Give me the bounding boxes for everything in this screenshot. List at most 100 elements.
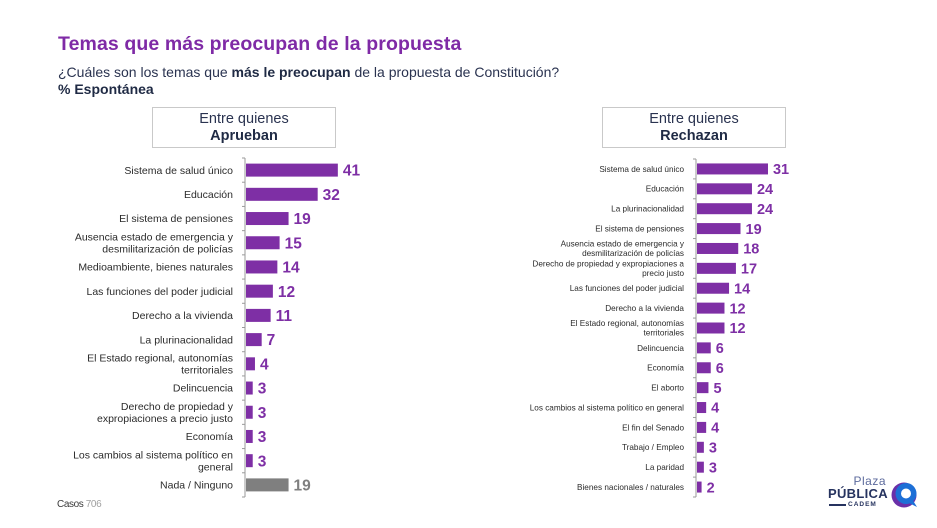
bar [246,478,289,492]
logo-underline [829,504,846,506]
bar [697,382,709,394]
bar [697,183,752,195]
category-label: Derecho a la vivienda [605,304,684,313]
sample-size: Casos 706 [57,499,102,510]
bar-value-label: 19 [746,222,762,238]
category-label: Sistema de salud único [124,165,233,177]
bar [697,461,704,473]
logo-text-publica: PÚBLICA [828,486,888,501]
bar-value-label: 24 [757,182,773,198]
category-label-line: desmilitarización de policías [102,243,233,255]
category-label: El sistema de pensiones [595,224,684,233]
category-label: Los cambios al sistema político en genera… [73,449,233,473]
bar-value-label: 15 [285,235,303,252]
bar-value-label: 14 [282,260,300,277]
category-label-line: Derecho de propiedad y expropiaciones a [532,259,684,268]
bar-value-label: 11 [276,308,293,325]
bar-value-label: 3 [258,405,267,422]
logo-text-plaza: Plaza [853,474,886,488]
bar-value-label: 6 [716,341,724,357]
category-label: Delincuencia [637,344,684,353]
bar [246,405,253,419]
category-label: Las funciones del poder judicial [570,284,684,293]
category-label: Sistema de salud único [599,165,684,174]
bar [697,223,741,235]
bar [246,357,255,371]
category-label-line: La paridad [645,463,684,472]
group-label-line1: Entre quienes [649,111,739,127]
bar [697,481,702,493]
bar-value-label: 14 [734,281,750,297]
plaza-publica-cadem-logo: Plaza PÚBLICA CADEM [828,474,920,512]
category-label-line: Los cambios al sistema político en gener… [530,403,684,412]
bar-value-label: 6 [716,361,724,377]
category-label-line: El Estado regional, autonomías [570,319,684,328]
casos-label: Casos [57,499,84,510]
bar-value-label: 24 [757,202,773,218]
category-label-line: Delincuencia [173,383,233,395]
category-label-line: Derecho de propiedad y [121,401,234,413]
bar [246,187,318,201]
bar-value-label: 3 [709,460,717,476]
category-label: Educación [646,185,685,194]
category-label: Los cambios al sistema político en gener… [530,403,684,412]
category-label-line: Ausencia estado de emergencia y [561,240,685,249]
bar-value-label: 3 [258,453,267,470]
bar-value-label: 19 [294,211,312,228]
category-label-line: Sistema de salud único [599,165,684,174]
category-label: Economía [186,431,233,443]
category-label: Nada / Ninguno [160,480,233,492]
category-label-line: general [198,461,233,473]
subtitle-pre: ¿Cuáles son los temas que [58,64,232,80]
category-label-line: El aborto [651,384,684,393]
category-label-line: El Estado regional, autonomías [87,352,233,364]
bar-value-label: 4 [260,356,269,373]
bar [697,421,707,433]
group-label-line2: Rechazan [660,128,728,144]
category-label-line: Bienes nacionales / naturales [577,483,684,492]
speech-bubble-logo-icon [891,482,917,508]
bar-value-label: 18 [743,242,759,258]
bar-value-label: 12 [729,321,745,337]
subtitle-bold: más le preocupan [231,64,351,80]
bar [697,203,752,215]
category-label-line: Educación [184,189,233,201]
category-label: El aborto [651,384,684,393]
category-label-line: Trabajo / Empleo [622,443,684,452]
category-label: Las funciones del poder judicial [86,286,233,298]
bar-value-label: 3 [258,381,267,398]
category-label-line: Delincuencia [637,344,684,353]
category-label-line: La plurinacionalidad [140,334,234,346]
question-subtitle: ¿Cuáles son los temas que más le preocup… [58,64,559,80]
category-label: La paridad [645,463,684,472]
casos-value: 706 [85,499,102,510]
category-label-line: expropiaciones a precio justo [97,413,233,425]
category-label: Economía [647,364,684,373]
bar [246,236,280,250]
bar [246,284,273,298]
category-label-line: Nada / Ninguno [160,480,233,492]
category-label-line: precio justo [642,269,684,278]
bar [697,242,739,254]
bar [246,163,338,177]
bar [697,282,730,294]
bar [697,322,725,334]
category-label-line: Economía [647,364,684,373]
bar [246,212,289,226]
category-label-line: Economía [186,431,233,443]
category-label-line: Las funciones del poder judicial [86,286,233,298]
category-label: La plurinacionalidad [611,205,684,214]
category-label-line: desmilitarización de policías [582,249,684,258]
category-label: El Estado regional, autonomías territoria… [570,319,684,338]
category-label-line: Las funciones del poder judicial [570,284,684,293]
category-label: Derecho a la vivienda [132,310,233,322]
category-label-line: El sistema de pensiones [595,224,684,233]
bar-value-label: 17 [741,262,757,278]
bar [246,429,253,443]
subtitle-post: de la propuesta de Constitución? [350,64,560,80]
bar-value-label: 31 [773,162,789,178]
bar-value-label: 41 [343,163,361,180]
category-label-line: territoriales [181,364,233,376]
